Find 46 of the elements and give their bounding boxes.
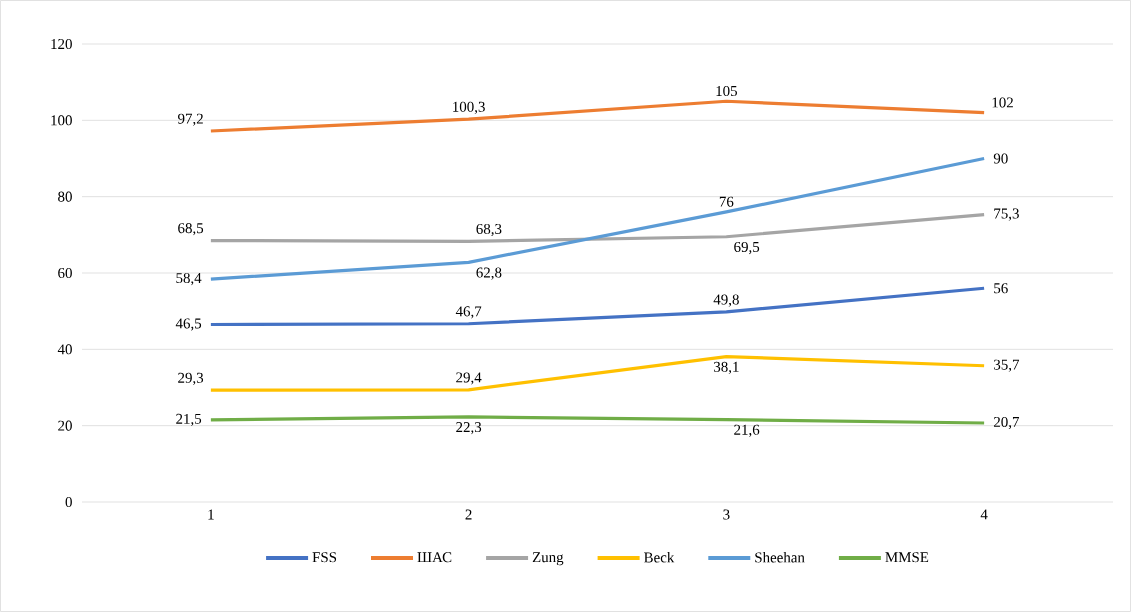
y-tick-label: 40 — [57, 344, 72, 355]
data-label: 29,3 — [178, 372, 204, 385]
x-tick-label: 2 — [465, 509, 472, 520]
data-label: 68,3 — [476, 223, 502, 237]
data-label: 69,5 — [734, 241, 760, 255]
data-label: 68,5 — [178, 223, 204, 236]
x-tick-label: 1 — [208, 509, 214, 520]
line-series — [209, 99, 986, 133]
line-series — [209, 156, 986, 281]
data-label: 49,8 — [713, 294, 739, 307]
data-label: 46,7 — [455, 306, 482, 319]
line-series — [209, 286, 986, 327]
legend-label: FSS — [312, 552, 337, 563]
data-label: 102 — [992, 97, 1013, 108]
data-label: 20,7 — [993, 416, 1020, 430]
line-series — [209, 354, 986, 392]
legend-label: MMSE — [885, 552, 929, 563]
data-label: 22,3 — [456, 422, 482, 435]
legend-label: Beck — [644, 552, 675, 563]
legend-label: Zung — [532, 552, 564, 566]
data-label: 58,4 — [176, 272, 202, 286]
data-label: 90 — [993, 153, 1008, 164]
y-tick-label: 100 — [51, 115, 72, 126]
y-tick-label: 60 — [58, 267, 72, 279]
data-label: 97,2 — [178, 113, 203, 126]
data-label: 100,3 — [453, 101, 485, 114]
data-label: 105 — [716, 85, 737, 97]
y-tick-label: 120 — [51, 38, 72, 50]
line-series — [209, 213, 986, 243]
legend-label: Sheehan — [755, 552, 805, 563]
data-label: 21,5 — [176, 413, 202, 427]
data-label: 21,6 — [734, 424, 760, 437]
data-label: 46,5 — [175, 318, 202, 331]
x-tick-label: 4 — [980, 509, 988, 520]
y-tick-label: 80 — [58, 191, 72, 202]
data-label: 38,1 — [714, 361, 739, 375]
data-label: 56 — [994, 283, 1008, 294]
data-label: 35,7 — [994, 359, 1020, 372]
x-tick-label: 3 — [723, 509, 730, 520]
data-label: 62,8 — [476, 267, 502, 280]
data-label: 29,4 — [456, 372, 482, 385]
y-tick-label: 20 — [58, 420, 72, 431]
data-label: 76 — [719, 196, 734, 207]
data-label: 75,3 — [994, 208, 1019, 221]
legend-label: ШАС — [417, 552, 452, 563]
y-tick-label: 0 — [65, 496, 72, 508]
